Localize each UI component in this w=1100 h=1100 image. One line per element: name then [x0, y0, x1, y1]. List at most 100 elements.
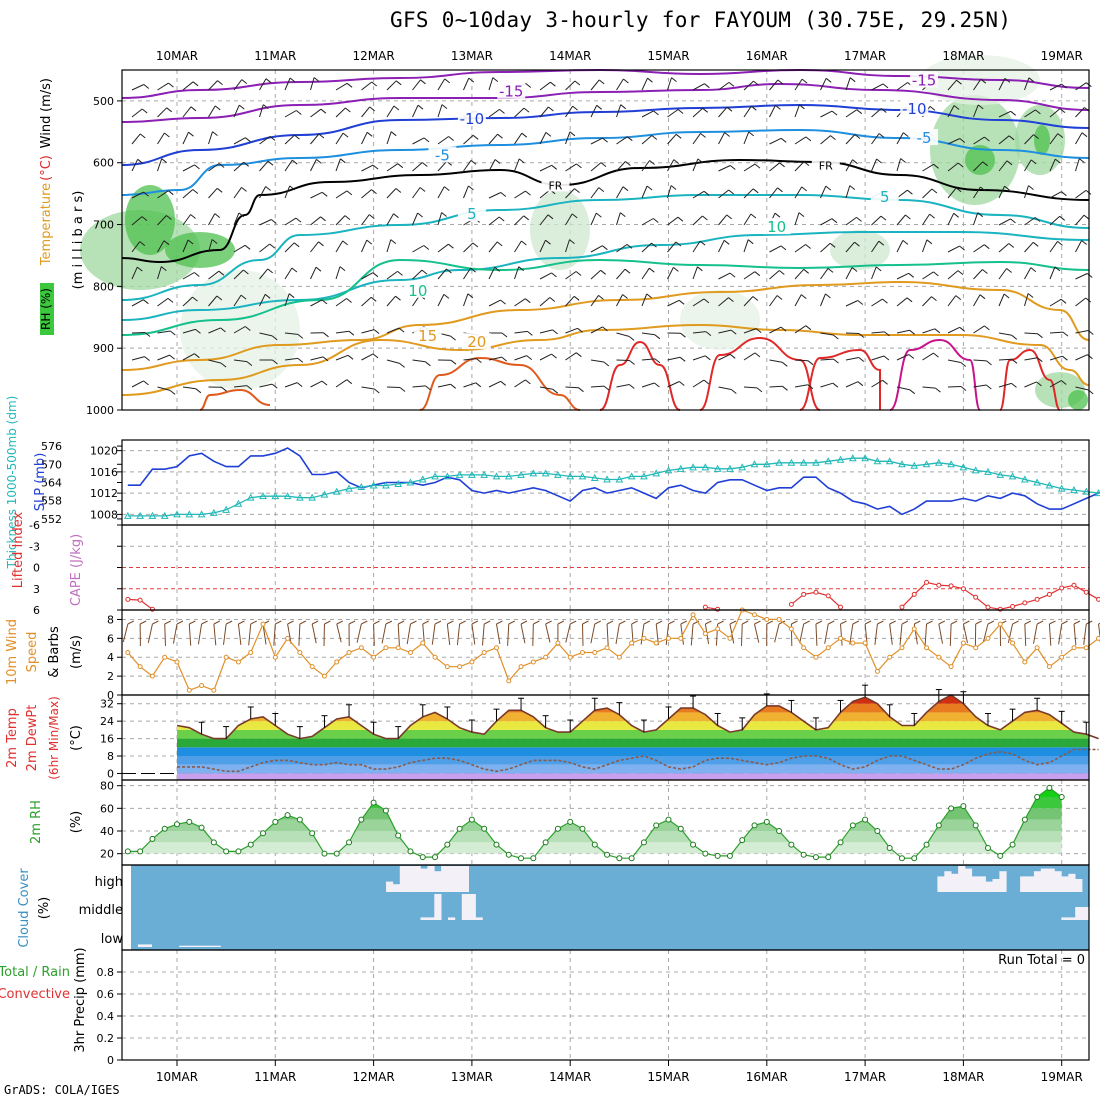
upper-wind-barb-flag — [1008, 135, 1015, 141]
upper-wind-barb — [1075, 214, 1085, 226]
surface-wind-barb-flag — [496, 620, 503, 625]
surface-wind-barb — [545, 623, 551, 643]
surface-wind-barb — [197, 623, 203, 645]
upper-wind-barb — [131, 266, 138, 280]
upper-wind-barb-flag — [193, 272, 200, 277]
upper-wind-barb-flag — [598, 79, 605, 85]
upper-wind-barb-flag — [139, 133, 146, 139]
surface-wind-barb — [840, 623, 843, 646]
thickness-point — [787, 458, 796, 466]
rh-point — [567, 818, 574, 825]
temp-axis-label: 2m Temp — [5, 708, 20, 768]
upper-wind-barb-flag — [1060, 298, 1067, 304]
upper-wind-barb-flag — [906, 297, 913, 303]
upper-wind-barb-flag — [574, 188, 580, 193]
surface-wind-barb-flag — [213, 620, 221, 625]
upper-wind-barb-flag — [623, 78, 629, 84]
upper-wind-barb — [208, 359, 222, 364]
thickness-point — [861, 454, 869, 462]
wind10m-axis-label: 10m Wind — [5, 619, 20, 685]
upper-wind-barb — [641, 185, 648, 199]
upper-wind-barb — [590, 326, 603, 334]
wind-tick-label: 8 — [107, 613, 114, 626]
upper-wind-barb — [233, 269, 244, 280]
upper-wind-barb — [386, 359, 400, 364]
pressure-tick-label: 700 — [93, 219, 114, 232]
upper-wind-barb — [539, 106, 549, 118]
lifted-index-point — [702, 604, 708, 610]
surface-wind-barb — [680, 623, 684, 645]
upper-wind-barb-flag — [625, 161, 631, 166]
upper-wind-barb — [845, 185, 851, 199]
wind-axis-label: Wind — [39, 116, 54, 149]
rh-point — [972, 822, 979, 829]
wind-tick-label: 4 — [107, 651, 114, 664]
upper-wind-barb — [998, 358, 1013, 361]
upper-wind-barb-flag — [1004, 185, 1010, 191]
upper-wind-barb — [157, 240, 165, 253]
surface-wind-barb — [565, 623, 571, 643]
upper-wind-barb-flag — [395, 295, 401, 301]
upper-wind-barb-flag — [545, 132, 552, 137]
upper-wind-barb — [259, 332, 273, 337]
wind-speed-point — [924, 645, 930, 651]
upper-wind-barb-flag — [523, 107, 530, 113]
cloud-high-bar — [441, 866, 449, 892]
upper-wind-barb-flag — [143, 191, 149, 197]
cloud-unit-label: (%) — [37, 897, 52, 920]
wind-tick-label: 2 — [107, 670, 114, 683]
upper-wind-barb — [463, 134, 474, 145]
thickness-point — [627, 472, 636, 480]
upper-wind-barb-flag — [320, 108, 327, 114]
upper-wind-barb — [769, 295, 778, 307]
upper-wind-barb-flag — [675, 241, 682, 247]
upper-wind-barb-flag — [321, 380, 328, 386]
upper-wind-barb — [692, 215, 703, 226]
wind-speed-point — [567, 654, 573, 660]
thickness-point — [566, 472, 575, 480]
cloud-high-bar — [985, 881, 993, 892]
upper-wind-barb-flag — [620, 104, 627, 110]
upper-wind-barb-flag — [702, 215, 708, 221]
upper-wind-barb — [616, 212, 621, 226]
upper-wind-barb-flag — [1086, 273, 1093, 278]
upper-wind-barb-flag — [753, 80, 759, 86]
surface-wind-barb-flag — [840, 620, 847, 625]
upper-wind-barb-flag — [598, 295, 604, 300]
temp-contour-p5 — [121, 193, 1090, 301]
thickness-point — [676, 464, 685, 472]
wind-speed-point — [985, 635, 991, 641]
rh-shading-area — [125, 185, 175, 255]
upper-wind-barb-flag — [467, 293, 474, 299]
upper-wind-barb-flag — [907, 189, 913, 195]
upper-wind-barb — [361, 106, 371, 118]
upper-wind-barb-flag — [1030, 267, 1037, 272]
rh-point — [309, 830, 316, 837]
upper-wind-barb-flag — [569, 131, 576, 137]
surface-wind-barb-flag — [950, 620, 958, 625]
upper-wind-barb — [845, 77, 851, 91]
upper-wind-barb — [514, 107, 525, 118]
upper-wind-barb-flag — [1008, 243, 1015, 248]
upper-wind-barb — [539, 214, 549, 226]
upper-wind-barb — [896, 354, 910, 361]
cloud-high-bar — [958, 866, 966, 892]
upper-wind-barb — [896, 272, 909, 280]
upper-wind-barb — [463, 160, 472, 172]
upper-wind-barb-flag — [168, 82, 174, 88]
upper-wind-barb — [871, 133, 880, 145]
upper-wind-barb-flag — [167, 190, 174, 196]
contour-label-bg — [811, 155, 840, 172]
surface-wind-barb — [849, 623, 854, 645]
upper-wind-barb-flag — [194, 164, 200, 170]
upper-wind-barb — [1075, 330, 1089, 334]
upper-wind-barb-flag — [1087, 354, 1093, 360]
thickness-point — [615, 475, 624, 483]
upper-wind-barb-flag — [935, 387, 941, 393]
upper-wind-barb-flag — [346, 298, 352, 303]
contour-label-bg — [457, 109, 486, 126]
slp-tick-label: 1020 — [90, 445, 118, 458]
rh-point — [1021, 816, 1028, 823]
upper-wind-barb — [1075, 132, 1083, 145]
thickness-point — [664, 466, 673, 474]
